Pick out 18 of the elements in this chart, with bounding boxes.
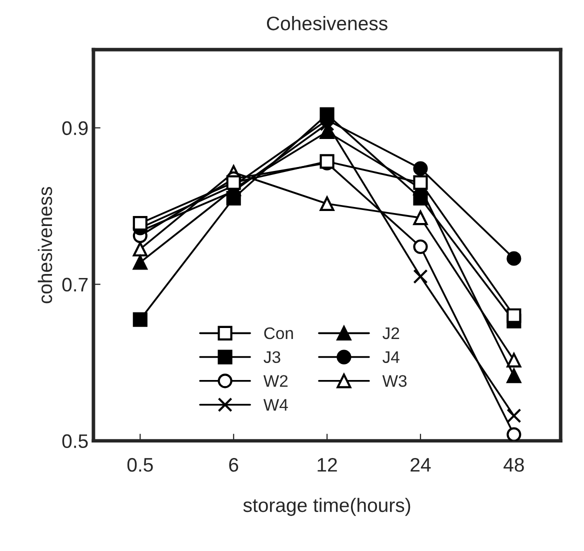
y-tick-label: 0.9 [62,121,88,136]
chart-title: Cohesiveness [266,16,388,30]
y-axis-title: cohesiveness [38,186,52,304]
x-tick-label: 0.5 [127,458,153,472]
legend-label: J2 [382,327,400,340]
legend-label: W4 [263,399,288,411]
legend-label: J4 [382,351,400,364]
legend-label: W3 [382,375,407,387]
legend-label: Con [264,327,293,340]
y-tick-label: 0.7 [62,278,88,292]
x-tick-label: 6 [229,458,238,472]
x-tick-label: 48 [504,458,524,472]
legend-label: W2 [263,375,288,387]
x-tick-label: 24 [410,458,431,472]
y-tick-label: 0.5 [62,434,88,448]
legend-label: J3 [264,351,280,364]
x-axis-title: storage time(hours) [243,498,410,516]
x-tick-label: 12 [318,458,337,472]
